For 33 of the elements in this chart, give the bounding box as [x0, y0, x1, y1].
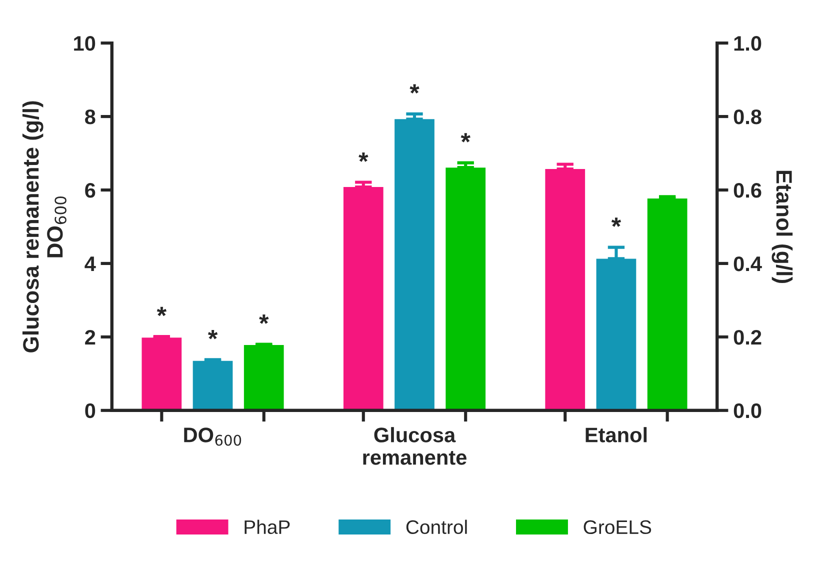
bar [142, 338, 182, 410]
y2-tick-label: 0.0 [734, 403, 762, 418]
x-tick-label: Etanol [586, 427, 647, 442]
data-label: * [156, 306, 167, 316]
legend-label: GroELS [584, 520, 652, 534]
y2-tick-label: 0.6 [734, 182, 762, 198]
y-tick-label: 4 [84, 256, 96, 272]
data-label: * [611, 218, 622, 227]
y-tick-label: 2 [85, 330, 96, 344]
x-tick-label: DO$_{600}$ [184, 428, 242, 446]
y2-axis-title: Etanol (g/l) [772, 170, 793, 284]
bar [446, 168, 486, 410]
bar [192, 360, 233, 410]
y2-tick-label: 1.0 [734, 36, 762, 51]
legend-label: PhaP [244, 520, 290, 534]
x-tick-label: Glucosa remanente [363, 427, 466, 465]
bar [244, 345, 284, 410]
data-label: * [410, 84, 420, 94]
y2-tick-label: 0.2 [734, 330, 762, 345]
y2-tick-label: 0.8 [734, 110, 762, 124]
data-label: * [460, 133, 470, 142]
data-label: * [358, 152, 368, 162]
y-tick-label: 10 [74, 36, 96, 51]
bar [343, 187, 384, 410]
y-axis-title: Glucosa remanente (g/l) DO$_{600}$ [22, 101, 66, 352]
bar [394, 119, 434, 410]
legend-label: Control [406, 520, 467, 534]
data-label: * [208, 330, 218, 340]
y-tick-label: 0 [85, 403, 96, 418]
y-tick-label: 8 [85, 110, 96, 124]
y2-tick-label: 0.4 [734, 256, 762, 272]
y-tick-label: 6 [85, 182, 96, 198]
data-label: * [259, 314, 269, 324]
